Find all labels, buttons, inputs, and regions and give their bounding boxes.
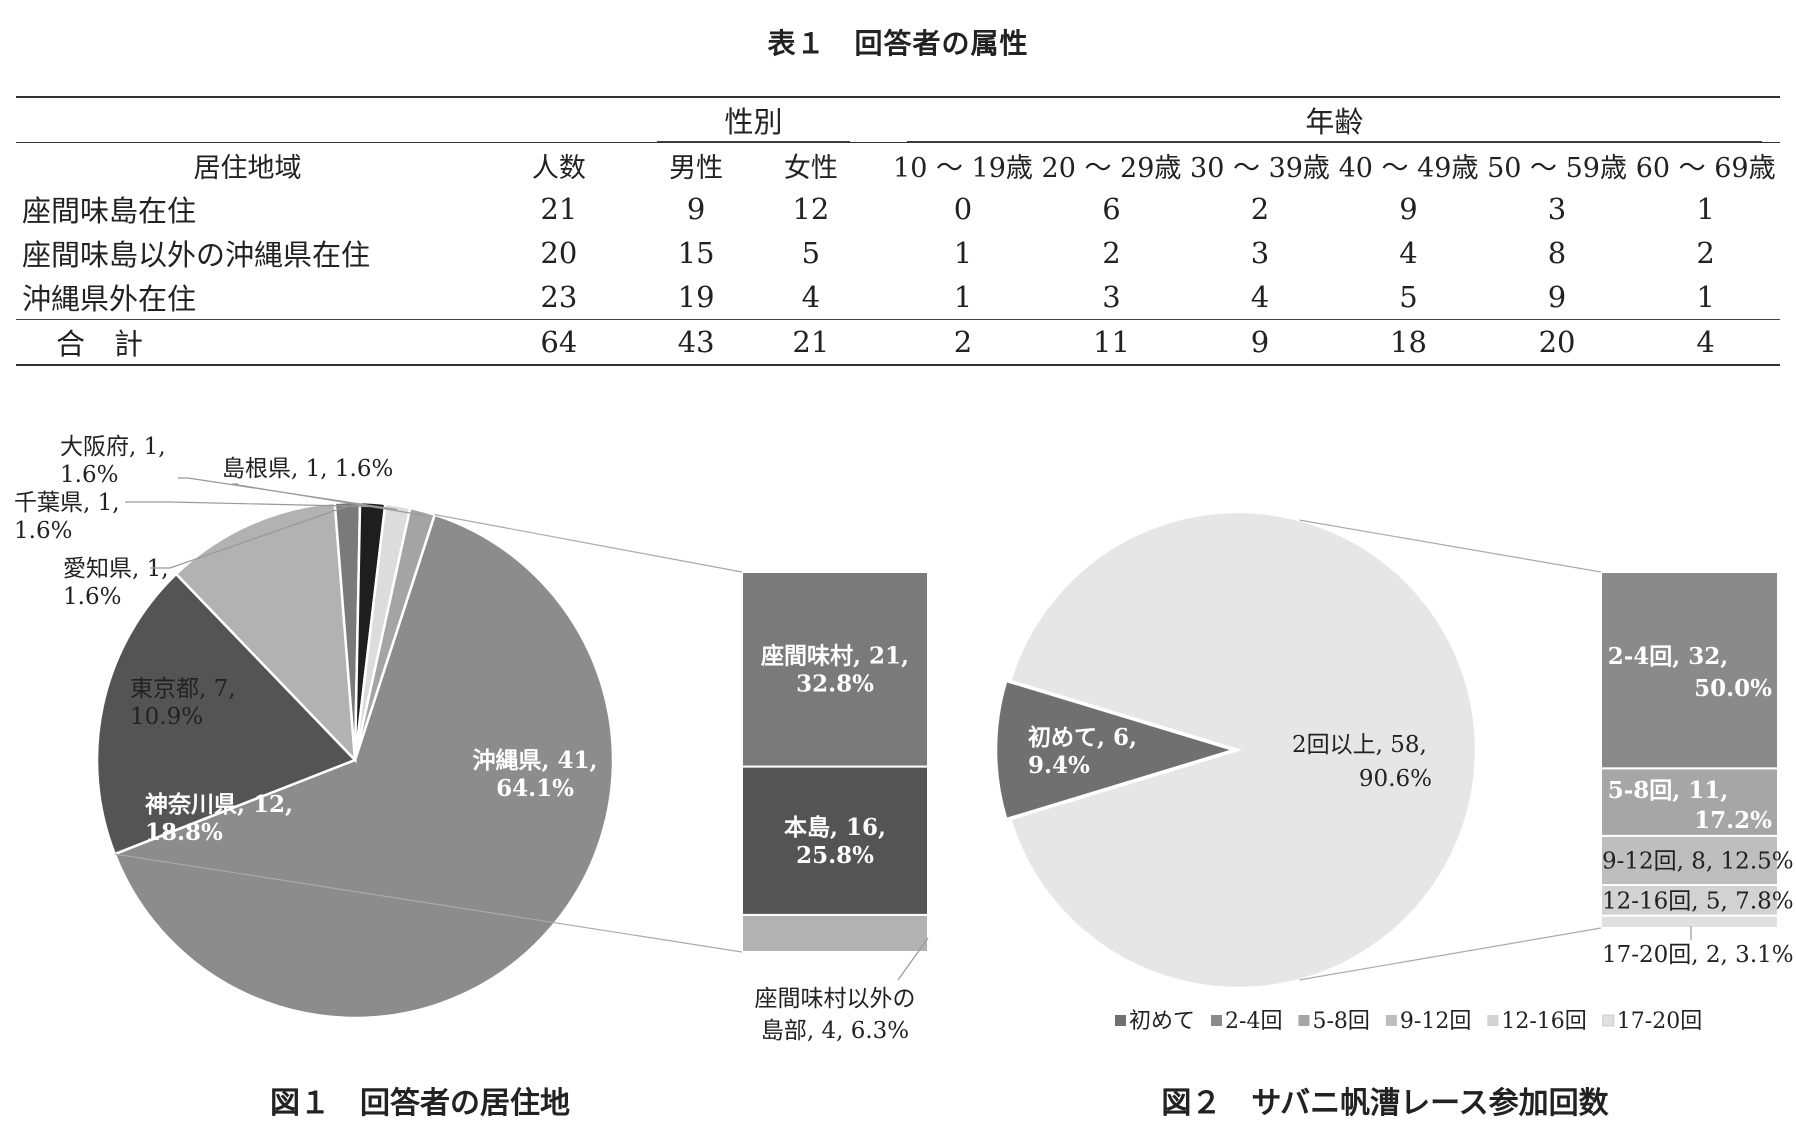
figure2-pie-of-bar: 初めて, 6, 9.4% 2回以上, 58, 90.6% 2-4回, 32, 50.0% 5… <box>994 510 1794 1034</box>
col-header-age-30s: 30 ～ 39歳 <box>1185 142 1335 187</box>
slice-label-shimane: 島根県, 1, 1.6% <box>222 456 393 482</box>
col-header-female: 女性 <box>753 142 869 187</box>
figure2-caption: 図２ サバニ帆漕レース参加回数 <box>1161 1086 1609 1121</box>
figure1-caption: 図１ 回答者の居住地 <box>270 1086 570 1121</box>
slice-label-chiba-line: 1.6% <box>14 518 72 544</box>
slice-label-kanagawa: 神奈川県, 12, 18.8% <box>145 791 293 846</box>
bar-segment <box>741 913 929 953</box>
leader-line-aichi <box>150 505 348 569</box>
col-header-age-60s: 60 ～ 69歳 <box>1631 142 1780 187</box>
col-header-region: 居住地域 <box>16 142 479 187</box>
legend-label: 17-20回 <box>1617 1009 1702 1034</box>
col-header-male: 男性 <box>638 142 754 187</box>
pie-slice <box>994 679 1239 821</box>
bar-segment <box>1600 834 1779 887</box>
bar-label-9-12: 9-12回, 8, 12.5% <box>1602 848 1794 874</box>
column-header-row: 居住地域 人数 男性 女性 10 ～ 19歳 20 ～ 29歳 30 ～ 39歳… <box>16 142 1780 187</box>
figure1-pie-of-bar: 沖縄県, 41, 64.1% 神奈川県, 12, 18.8% 東京都, 7, 10.9% 愛… <box>14 434 929 1044</box>
table-row: 沖縄県外在住 23 19 4 1 3 4 5 9 1 <box>22 280 1715 316</box>
slice-label-okinawa-line: 64.1% <box>496 775 574 802</box>
slice-label-aichi-line: 愛知県, 1, <box>63 556 169 582</box>
pie-slice <box>113 513 615 1020</box>
slice-label-aichi-line: 1.6% <box>63 584 121 610</box>
connector-line <box>1299 927 1602 981</box>
bar-label-zamami: 座間味村, 21, 32.8% <box>761 642 909 697</box>
bar-label-otherislands-line: 座間味村以外の <box>755 986 916 1012</box>
group-header-row: 性別 年齢 <box>16 96 1780 143</box>
slice-label-first-line: 初めて, 6, <box>1028 724 1137 751</box>
legend-swatch <box>1115 1015 1126 1026</box>
table-title: 表１ 回答者の属性 <box>767 27 1029 60</box>
legend-label: 9-12回 <box>1400 1009 1471 1034</box>
slice-label-kanagawa-line: 18.8% <box>145 819 223 846</box>
table-row: 座間味島在住 21 9 12 0 6 2 9 3 1 <box>22 192 1715 228</box>
bar-label-mainisland-line: 25.8% <box>796 842 874 869</box>
slice-label-chiba: 千葉県, 1, 1.6% <box>14 490 120 544</box>
legend-swatch <box>1298 1015 1310 1026</box>
pie-slice <box>174 501 357 764</box>
bar-label-12-16: 12-16回, 5, 7.8% <box>1602 888 1794 914</box>
legend-swatch <box>1602 1014 1615 1027</box>
slice-label-okinawa-line: 沖縄県, 41, <box>472 747 597 774</box>
legend-label: 5-8回 <box>1312 1009 1369 1034</box>
slice-label-twoplus-percent: 90.6% <box>1359 766 1432 792</box>
respondent-attributes-table: 性別 年齢 居住地域 人数 男性 女性 10 ～ 19歳 20 ～ 29歳 30… <box>16 96 1780 366</box>
slice-label-osaka: 大阪府, 1, 1.6% <box>60 434 166 488</box>
legend-label: 2-4回 <box>1225 1009 1282 1034</box>
sex-group-header: 性別 <box>638 96 869 143</box>
bar-label-mainisland-line: 本島, 16, <box>784 814 886 841</box>
slice-label-twoplus: 2回以上, 58, <box>1292 732 1427 758</box>
bar-segment <box>741 765 929 916</box>
pie-slice <box>353 506 437 761</box>
bar-label-zamami-line: 座間味村, 21, <box>761 642 909 669</box>
slice-label-first-line: 9.4% <box>1028 752 1090 779</box>
legend-swatch <box>1487 1015 1499 1026</box>
slice-label-okinawa: 沖縄県, 41, 64.1% <box>472 747 597 802</box>
bar-label-otherislands: 座間味村以外の島部, 4, 6.3% <box>755 986 916 1044</box>
pie-slice <box>1008 510 1478 990</box>
bar-label-5-8: 5-8回, 11, <box>1608 777 1729 804</box>
legend-swatch <box>1211 1015 1223 1026</box>
age-group-header: 年齢 <box>888 96 1780 143</box>
slice-label-kanagawa-line: 神奈川県, 12, <box>145 791 293 818</box>
slice-label-osaka-line: 大阪府, 1, <box>60 434 166 460</box>
connector-line <box>1299 519 1602 573</box>
legend-label: 12-16回 <box>1501 1009 1586 1034</box>
bar-label-otherislands-line: 島部, 4, 6.3% <box>761 1018 909 1044</box>
col-header-age-50s: 50 ～ 59歳 <box>1482 142 1632 187</box>
bar-label-17-20: 17-20回, 2, 3.1% <box>1602 942 1794 968</box>
slice-label-first: 初めて, 6, 9.4% <box>1028 724 1137 779</box>
legend-swatch <box>1385 1015 1397 1026</box>
col-header-count: 人数 <box>499 142 619 187</box>
slice-label-twoplus-line: 2回以上, 58, <box>1292 732 1427 758</box>
bar-segment <box>1600 914 1779 929</box>
bar-label-2-4-percent: 50.0% <box>1694 675 1772 702</box>
leader-line-otherislands <box>897 937 929 981</box>
table-row: 座間味島以外の沖縄県在住 20 15 5 1 2 3 4 8 2 <box>22 236 1715 272</box>
slice-label-osaka-line: 1.6% <box>60 462 118 488</box>
total-row: 合 計 64 43 21 2 11 9 18 20 4 <box>16 319 1780 366</box>
connector-line <box>434 514 743 573</box>
bar-label-2-4: 2-4回, 32, <box>1608 643 1729 670</box>
col-header-age-40s: 40 ～ 49歳 <box>1334 142 1483 187</box>
slice-label-aichi: 愛知県, 1, 1.6% <box>63 556 169 610</box>
bar-label-5-8-percent: 17.2% <box>1694 807 1772 834</box>
leader-line-chiba <box>125 501 373 508</box>
slice-label-chiba-line: 千葉県, 1, <box>14 490 120 516</box>
connector-line <box>114 853 743 953</box>
bar-label-zamami-line: 32.8% <box>796 670 874 697</box>
bar-segment <box>1600 571 1779 770</box>
col-header-age-20s: 20 ～ 29歳 <box>1037 142 1186 187</box>
pie-slice <box>95 572 358 856</box>
slice-label-tokyo-line: 東京都, 7, <box>130 676 236 702</box>
leader-line-shimane <box>231 483 422 516</box>
slice-label-tokyo-line: 10.9% <box>130 704 203 730</box>
slice-label-tokyo: 東京都, 7, 10.9% <box>130 676 236 730</box>
legend-label: 初めて <box>1129 1009 1195 1034</box>
bar-label-mainisland: 本島, 16, 25.8% <box>784 814 886 869</box>
col-header-age-10s: 10 ～ 19歳 <box>888 142 1038 187</box>
